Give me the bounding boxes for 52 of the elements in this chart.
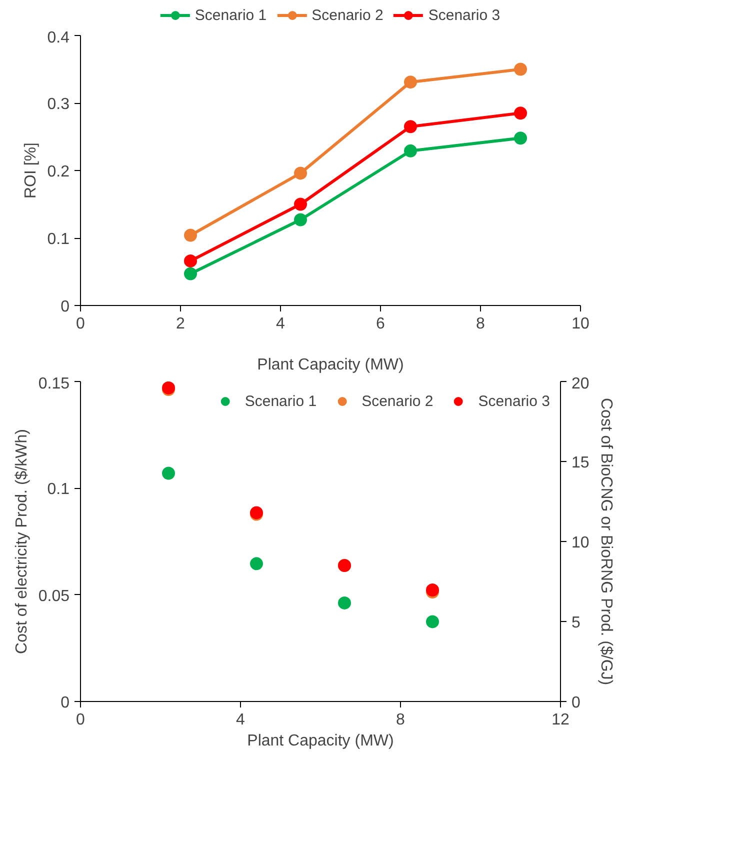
point bbox=[514, 62, 527, 76]
y2-axis-title: Cost of BioCNG or BioRNG Prod. ($/GJ) bbox=[597, 398, 614, 686]
point bbox=[514, 132, 527, 145]
point bbox=[514, 106, 527, 120]
x-tick-label: 10 bbox=[572, 316, 590, 332]
x-axis-title: Plant Capacity (MW) bbox=[257, 356, 404, 374]
legend-label: Scenario 2 bbox=[362, 392, 434, 410]
point bbox=[184, 228, 197, 242]
x-tick-label: 12 bbox=[552, 712, 570, 728]
legend-label: Scenario 1 bbox=[244, 392, 317, 410]
y-tick-label: 0 bbox=[60, 298, 70, 316]
y2-tick-label: 20 bbox=[572, 376, 590, 392]
y-tick-label: 0.3 bbox=[47, 96, 70, 113]
y-axis-title: Cost of electricity Prod. ($/kWh) bbox=[13, 429, 30, 654]
legend-label: Scenario 3 bbox=[478, 392, 550, 410]
legend-label: Scenario 2 bbox=[312, 6, 384, 24]
y2-tick-label: 10 bbox=[572, 534, 590, 552]
x-tick-label: 4 bbox=[236, 712, 246, 728]
point bbox=[294, 198, 307, 211]
point bbox=[294, 166, 307, 180]
x-tick-label: 8 bbox=[396, 712, 406, 728]
legend-label: Scenario 1 bbox=[194, 6, 267, 24]
y-tick-label: 0.05 bbox=[38, 588, 70, 605]
point bbox=[404, 120, 417, 134]
y-tick-label: 0.2 bbox=[47, 164, 70, 180]
y-tick-label: 0.1 bbox=[47, 231, 70, 248]
y-axis-title: ROI [%] bbox=[22, 142, 40, 199]
x-tick-label: 0 bbox=[76, 316, 86, 332]
x-tick-label: 8 bbox=[476, 316, 486, 332]
point bbox=[162, 466, 175, 480]
x-tick-label: 0 bbox=[76, 712, 86, 728]
point bbox=[404, 76, 417, 89]
point bbox=[404, 144, 417, 158]
y2-tick-label: 0 bbox=[572, 694, 580, 712]
legend-label: Scenario 3 bbox=[428, 6, 500, 24]
point bbox=[184, 267, 197, 280]
y-tick-label: 0.1 bbox=[47, 481, 70, 498]
point bbox=[184, 254, 197, 268]
y2-tick-label: 15 bbox=[572, 454, 590, 472]
x-tick-label: 6 bbox=[376, 316, 386, 332]
point bbox=[338, 596, 351, 610]
point bbox=[426, 615, 439, 628]
x-axis-title: Plant Capacity (MW) bbox=[247, 732, 394, 750]
y-tick-label: 0 bbox=[60, 694, 70, 712]
y-tick-label: 0.4 bbox=[47, 30, 70, 46]
y2-tick-label: 5 bbox=[572, 614, 580, 632]
point bbox=[294, 213, 307, 226]
x-tick-label: 2 bbox=[176, 316, 186, 332]
x-tick-label: 4 bbox=[276, 316, 286, 332]
y-tick-label: 0.15 bbox=[38, 376, 70, 392]
point bbox=[426, 583, 439, 596]
point bbox=[250, 557, 263, 570]
